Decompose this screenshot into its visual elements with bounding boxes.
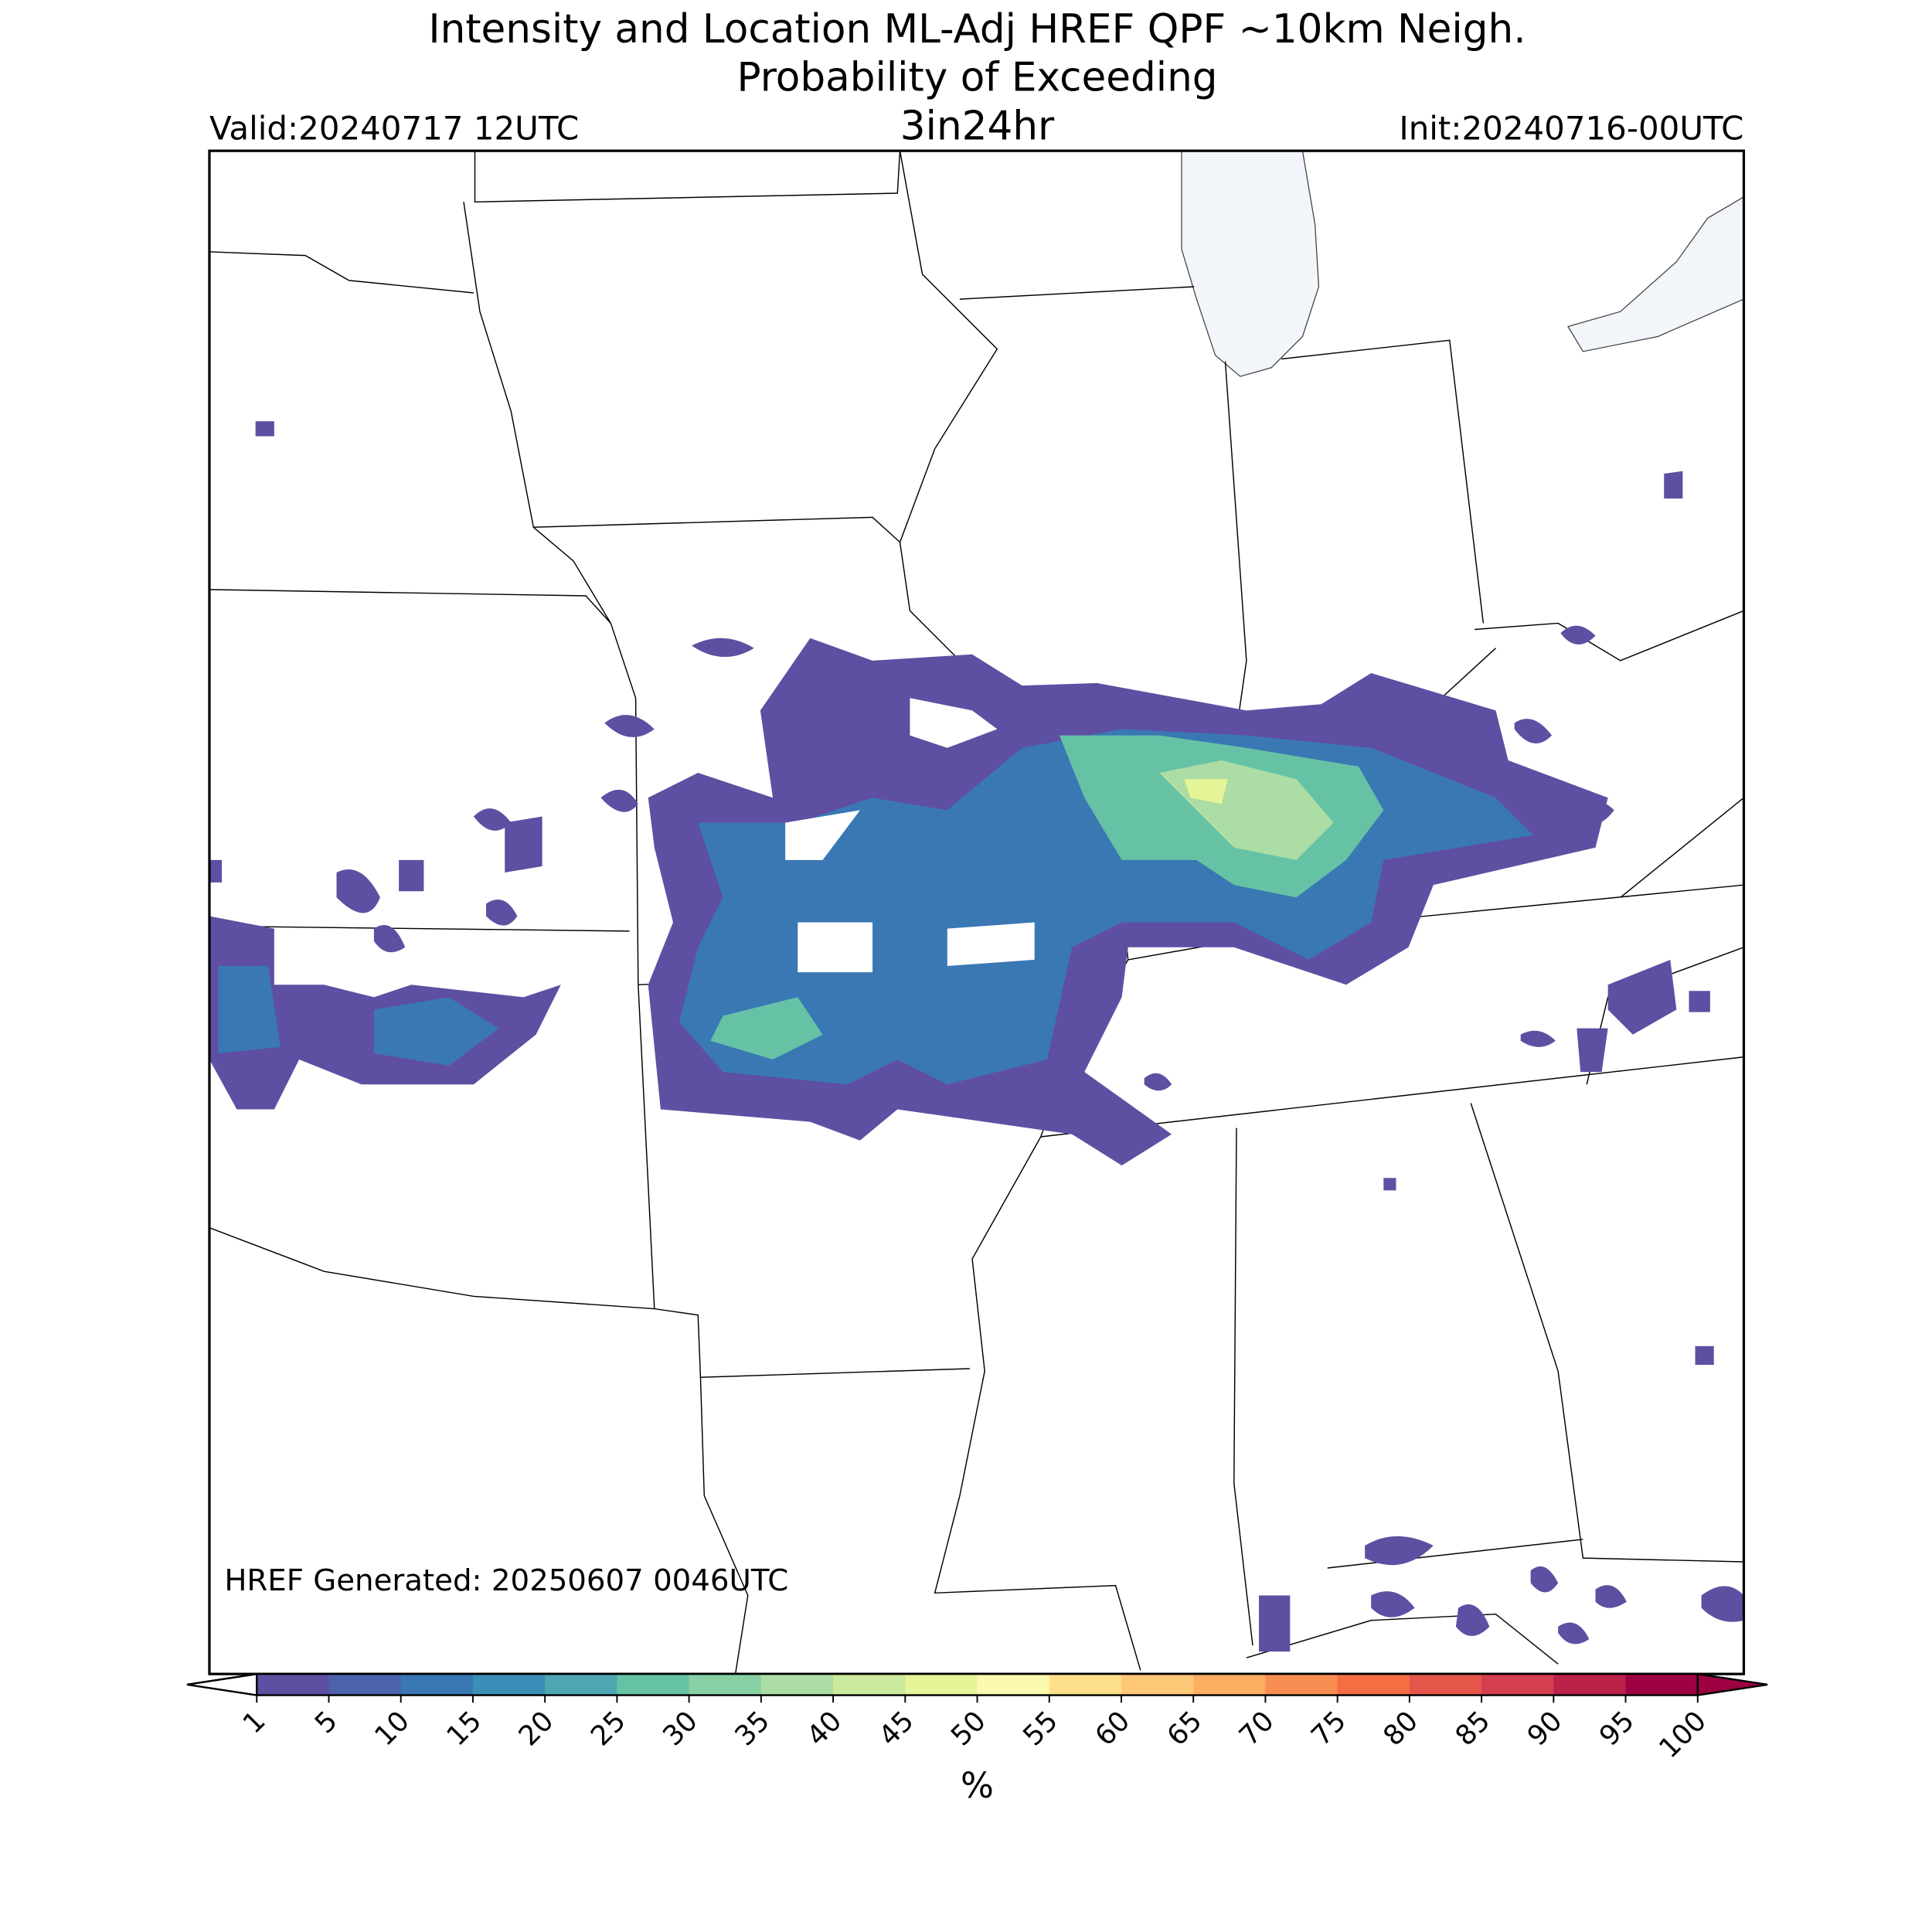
title-line: Probability of Exceeding bbox=[736, 55, 1217, 101]
colorbar-segment bbox=[977, 1674, 1050, 1696]
threshold: 3in24hr bbox=[900, 104, 1055, 150]
valid-time: Valid:20240717 12UTC bbox=[209, 110, 579, 148]
colorbar-segment bbox=[328, 1674, 402, 1696]
lake-michigan bbox=[1181, 150, 1320, 377]
colorbar-segment bbox=[1625, 1674, 1699, 1696]
colorbar-segment bbox=[1049, 1674, 1122, 1696]
colorbar-segment bbox=[472, 1674, 546, 1696]
colorbar-segment bbox=[905, 1674, 978, 1696]
gap bbox=[785, 698, 1035, 973]
colorbar-segment bbox=[400, 1674, 474, 1696]
colorbar-segment bbox=[1481, 1674, 1555, 1696]
colorbar-segment bbox=[1337, 1674, 1410, 1696]
generated-time: HREF Generated: 20250607 0046UTC bbox=[224, 1563, 788, 1598]
colorbar-segment bbox=[1553, 1674, 1627, 1696]
colorbar-segment bbox=[689, 1674, 762, 1696]
colorbar-segment bbox=[1409, 1674, 1482, 1696]
probability-field bbox=[209, 421, 1744, 1652]
lake-huron-erie bbox=[1567, 196, 1745, 352]
colorbar-segment bbox=[1265, 1674, 1338, 1696]
colorbar-segment bbox=[545, 1674, 618, 1696]
colorbar-segment bbox=[257, 1674, 330, 1696]
prob-area bbox=[1184, 779, 1228, 804]
state-borders bbox=[209, 151, 1744, 1675]
prob-area bbox=[218, 966, 499, 1066]
colorbar-segment bbox=[617, 1674, 690, 1696]
map bbox=[208, 149, 1746, 1675]
colorbar-segment bbox=[1121, 1674, 1194, 1696]
colorbar-segment bbox=[760, 1674, 834, 1696]
colorbar-segment bbox=[833, 1674, 906, 1696]
init-time: Init:20240716-00UTC bbox=[1399, 110, 1743, 148]
title-line: Intensity and Location ML-Adj HREF QPF ~… bbox=[428, 6, 1526, 53]
colorbar-segment bbox=[1193, 1674, 1267, 1696]
colorbar-label: % bbox=[961, 1765, 994, 1806]
